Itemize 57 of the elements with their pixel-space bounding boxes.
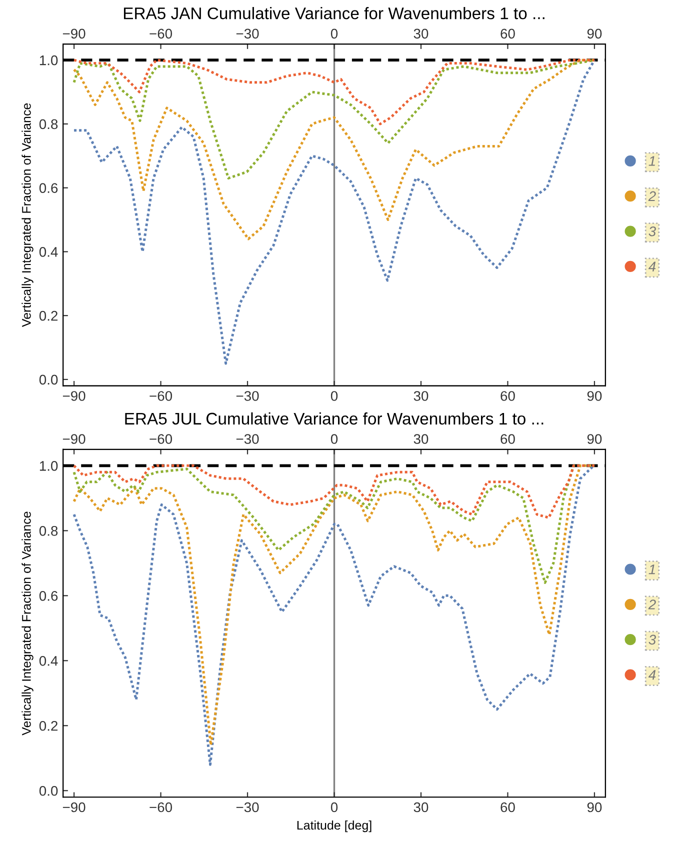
x-tick-label: −60 bbox=[150, 391, 172, 401]
x-tick-label: 60 bbox=[500, 802, 515, 812]
y-axis-title: Vertically Integrated Fraction of Variance bbox=[22, 103, 34, 328]
x2-tick-label: 0 bbox=[330, 28, 338, 39]
x-tick-label: 0 bbox=[330, 391, 338, 401]
y-tick-label: 1.0 bbox=[40, 461, 58, 471]
x2-tick-label: −30 bbox=[236, 434, 259, 444]
x2-tick-label: 60 bbox=[500, 434, 515, 444]
legend-label: 3 bbox=[648, 226, 656, 236]
chart-title: ERA5 JAN Cumulative Variance for Wavenumbers 1 to ... bbox=[124, 7, 544, 20]
x2-tick-label: −90 bbox=[62, 28, 86, 39]
x2-tick-label: 30 bbox=[414, 28, 428, 39]
x2-tick-label: −60 bbox=[150, 28, 172, 39]
y-tick-label: 0.6 bbox=[39, 590, 58, 601]
x2-tick-label: 0 bbox=[330, 434, 338, 444]
y-tick-label: 0.0 bbox=[39, 374, 58, 385]
line-series bbox=[72, 58, 596, 126]
x2-tick-label: 60 bbox=[500, 28, 515, 39]
line-series bbox=[72, 58, 596, 240]
y-tick-label: 1.0 bbox=[40, 55, 58, 66]
y-tick-label: 0.8 bbox=[39, 526, 58, 536]
legend-label: 4 bbox=[648, 262, 656, 272]
y-tick-label: 0.4 bbox=[39, 247, 58, 257]
x2-tick-label: 90 bbox=[587, 28, 602, 39]
y-tick-label: 0.6 bbox=[39, 183, 58, 193]
x-tick-label: 0 bbox=[330, 802, 338, 812]
line-series bbox=[72, 58, 596, 365]
legend-label: 2 bbox=[648, 600, 656, 610]
x2-tick-label: 90 bbox=[587, 434, 602, 444]
legend-label: 3 bbox=[648, 634, 656, 645]
chart-title: ERA5 JUL Cumulative Variance for Wavenumbers 1 to ... bbox=[125, 412, 544, 425]
x-tick-label: −90 bbox=[62, 802, 86, 812]
x-tick-label: 90 bbox=[587, 802, 602, 812]
legend-label: 1 bbox=[648, 564, 655, 574]
y-tick-label: 0.4 bbox=[39, 656, 58, 666]
y-axis-title: Vertically Integrated Fraction of Variance bbox=[22, 512, 34, 736]
x-axis-title: Latitude [deg] bbox=[297, 820, 372, 832]
x-tick-label: 90 bbox=[587, 391, 602, 401]
legend-label: 4 bbox=[648, 670, 656, 680]
x2-tick-label: −30 bbox=[236, 28, 259, 39]
x2-tick-label: −90 bbox=[62, 434, 86, 444]
y-tick-label: 0.2 bbox=[39, 310, 58, 321]
y-tick-label: 0.2 bbox=[39, 720, 58, 731]
y-tick-label: 0.0 bbox=[39, 786, 58, 796]
x2-tick-label: 30 bbox=[414, 434, 428, 444]
x-tick-label: 30 bbox=[414, 802, 428, 812]
x-tick-label: 30 bbox=[414, 391, 428, 401]
legend-label: 2 bbox=[648, 191, 656, 201]
x-tick-label: −30 bbox=[236, 391, 259, 401]
x-tick-label: −90 bbox=[62, 391, 86, 401]
legend-label: 1 bbox=[648, 156, 655, 166]
x-tick-label: −60 bbox=[150, 802, 172, 812]
x-tick-label: 60 bbox=[500, 391, 515, 401]
x2-tick-label: −60 bbox=[150, 434, 172, 444]
line-series bbox=[72, 464, 596, 519]
x-tick-label: −30 bbox=[236, 802, 259, 812]
y-tick-label: 0.8 bbox=[39, 119, 58, 130]
